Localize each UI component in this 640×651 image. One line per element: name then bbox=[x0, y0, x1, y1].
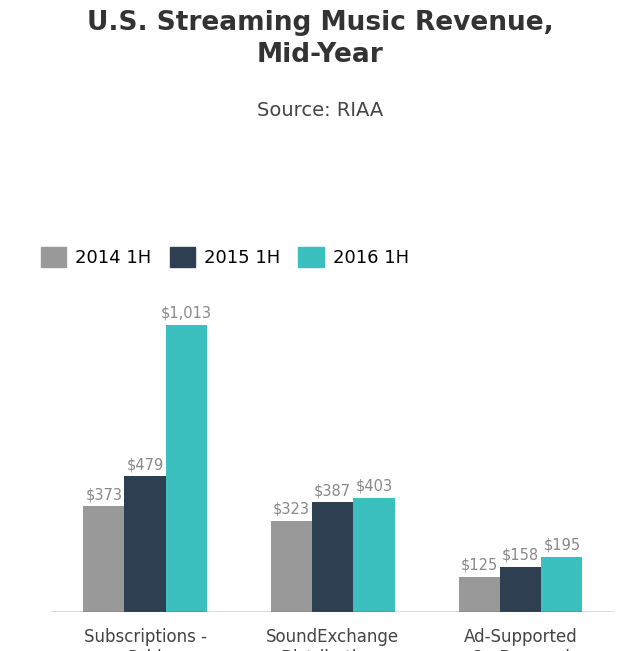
Bar bbox=[312, 503, 353, 612]
Text: $323: $323 bbox=[273, 501, 310, 516]
Text: Source: RIAA: Source: RIAA bbox=[257, 101, 383, 120]
Bar bbox=[500, 567, 541, 612]
Text: U.S. Streaming Music Revenue,
Mid-Year: U.S. Streaming Music Revenue, Mid-Year bbox=[86, 10, 554, 68]
Bar bbox=[166, 326, 207, 612]
Text: $1,013: $1,013 bbox=[161, 306, 212, 321]
Text: $158: $158 bbox=[502, 548, 539, 563]
Text: $479: $479 bbox=[127, 457, 164, 472]
Bar bbox=[459, 577, 500, 612]
Bar bbox=[83, 506, 124, 612]
Legend: 2014 1H, 2015 1H, 2016 1H: 2014 1H, 2015 1H, 2016 1H bbox=[41, 247, 409, 268]
Text: $125: $125 bbox=[461, 557, 498, 572]
Text: $403: $403 bbox=[356, 478, 393, 493]
Bar bbox=[353, 498, 395, 612]
Bar bbox=[271, 521, 312, 612]
Bar bbox=[541, 557, 582, 612]
Text: $195: $195 bbox=[543, 538, 580, 553]
Bar bbox=[124, 477, 166, 612]
Text: $373: $373 bbox=[85, 487, 122, 502]
Text: $387: $387 bbox=[314, 483, 351, 498]
